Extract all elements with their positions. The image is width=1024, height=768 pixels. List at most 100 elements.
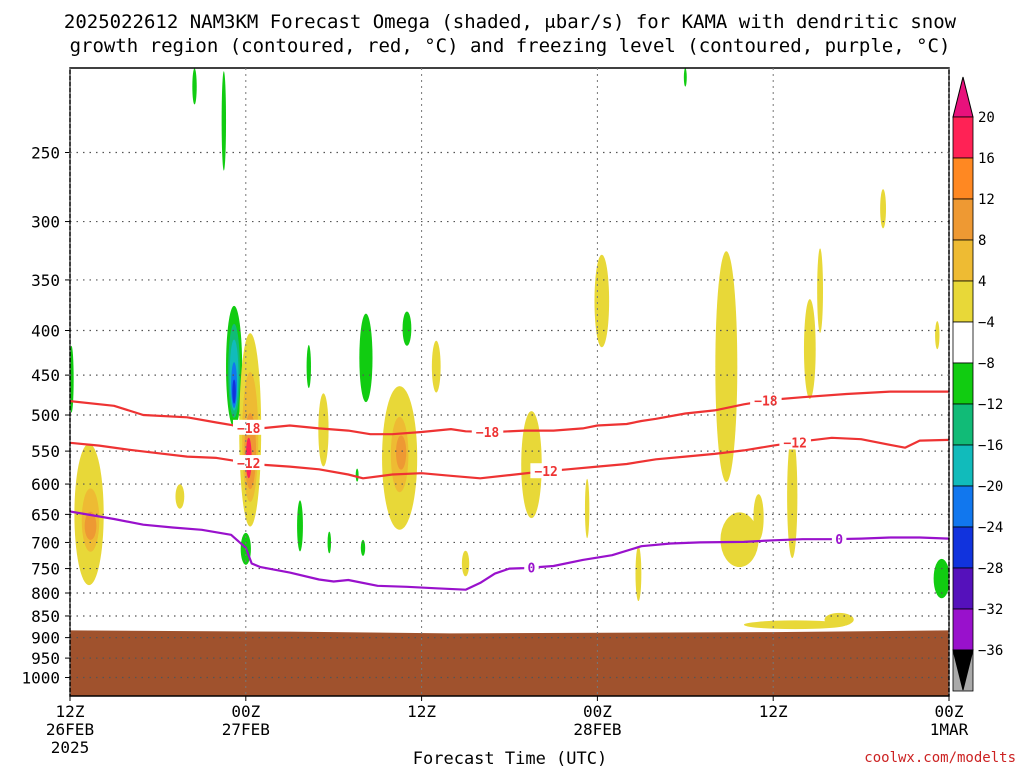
colorbar-label: 8	[978, 233, 986, 249]
contour-label: 0	[835, 533, 843, 548]
omega-shaded-area	[743, 620, 847, 630]
contour-label-bg	[831, 531, 847, 547]
omega-shaded-area	[817, 248, 824, 333]
chart-title-line-2: growth region (contoured, red, °C) and f…	[70, 35, 951, 57]
colorbar-swatch	[952, 485, 974, 528]
contour-line	[70, 390, 949, 436]
colorbar-label: −24	[978, 520, 1003, 536]
contour-line	[70, 510, 949, 591]
colorbar-swatch	[952, 526, 974, 569]
pressure-tick-label: 350	[31, 271, 60, 290]
pressure-tick-label: 850	[31, 607, 60, 626]
time-tick-label: 00Z	[935, 702, 964, 721]
omega-shaded-area	[318, 393, 329, 467]
pressure-tick-label: 400	[31, 322, 60, 341]
omega-shaded-area	[355, 468, 359, 482]
colorbar-label: 20	[978, 110, 995, 126]
omega-shaded-area	[461, 550, 470, 577]
omega-shaded-area	[715, 251, 738, 482]
colorbar-top-arrow	[952, 76, 974, 118]
colorbar-swatch	[952, 444, 974, 487]
time-tick-label: 00Z	[231, 702, 260, 721]
omega-shaded-area	[594, 254, 610, 348]
site-credit: coolwx.com/modelts	[864, 750, 1016, 766]
colorbar-label: 16	[978, 151, 995, 167]
omega-shaded-area	[720, 512, 759, 568]
colorbar-label: −16	[978, 438, 1003, 454]
pressure-tick-label: 450	[31, 366, 60, 385]
contour-label-bg	[232, 455, 265, 471]
omega-shaded-area	[221, 71, 227, 171]
plot-frame	[69, 67, 950, 697]
pressure-tick-label: 700	[31, 533, 60, 552]
time-tick-label: 26FEB	[46, 720, 94, 739]
contour-label-bg	[232, 419, 265, 435]
pressure-tick-label: 250	[31, 144, 60, 163]
omega-shaded-area	[232, 379, 236, 404]
pressure-tick-label: 500	[31, 406, 60, 425]
time-tick-label: 27FEB	[222, 720, 270, 739]
omega-shaded-area	[192, 68, 197, 105]
time-tick-label: 12Z	[759, 702, 788, 721]
omega-shaded-area	[360, 539, 366, 556]
omega-shaded-area	[395, 435, 407, 470]
contour-label-bg	[471, 423, 504, 439]
omega-shaded-area	[84, 511, 97, 540]
contour-label: −12	[237, 457, 260, 472]
contour-label: −18	[476, 426, 500, 441]
time-tick-label: 12Z	[56, 702, 85, 721]
colorbar-label: −32	[978, 602, 1003, 618]
colorbar-label: −20	[978, 479, 1003, 495]
colorbar-label: −36	[978, 643, 1003, 659]
omega-shaded-area	[635, 546, 642, 602]
colorbar-swatch	[952, 280, 974, 323]
colorbar-label: 4	[978, 274, 986, 290]
colorbar-swatch	[952, 608, 974, 651]
colorbar-swatch	[952, 403, 974, 446]
time-tick-label: 1MAR	[930, 720, 969, 739]
contour-label: −12	[534, 465, 557, 480]
ground-layer	[70, 630, 949, 696]
chart-title-line-1: 2025022612 NAM3KM Forecast Omega (shaded…	[64, 11, 957, 33]
contour-label-bg	[530, 463, 562, 479]
colorbar-label: −12	[978, 397, 1003, 413]
pressure-tick-label: 650	[31, 505, 60, 524]
contour-layer: −18 −18 −18 −12 −12 −12 0 0	[70, 390, 949, 591]
pressure-tick-label: 950	[31, 649, 60, 668]
contour-label: 0	[528, 562, 536, 577]
omega-shaded-area	[880, 189, 887, 229]
contour-label-bg	[750, 392, 782, 408]
pressure-tick-label: 300	[31, 213, 60, 232]
contour-line	[70, 436, 949, 480]
omega-shaded-area	[359, 313, 373, 403]
pressure-tick-label: 800	[31, 584, 60, 603]
pressure-tick-label: 750	[31, 560, 60, 579]
omega-colorbar: 20 16 12 8 4 −4 −8 −12 −16 −20 −24 −28 −32 −36	[952, 76, 1003, 692]
omega-shaded-area	[306, 345, 311, 389]
omega-shaded-area	[175, 484, 185, 509]
pressure-axis: 250 300 350 400 450 500 550 600 650 700 750 800 850 9…	[21, 144, 70, 688]
x-axis-label: Forecast Time (UTC)	[413, 749, 607, 768]
omega-shaded-area	[327, 531, 332, 554]
ground-terrain	[70, 630, 949, 696]
contour-label-bg	[779, 434, 811, 450]
omega-shaded-area	[933, 558, 949, 599]
colorbar-label: −8	[978, 356, 995, 372]
pressure-tick-label: 550	[31, 442, 60, 461]
pressure-tick-label: 1000	[21, 669, 60, 688]
omega-shaded-area	[402, 311, 412, 346]
omega-shaded-area	[431, 340, 441, 393]
colorbar-swatch	[952, 567, 974, 610]
contour-label: −12	[783, 436, 806, 451]
omega-shaded-area	[753, 494, 764, 541]
colorbar-label: 12	[978, 192, 995, 208]
colorbar-swatch	[952, 116, 974, 159]
time-tick-label: 00Z	[583, 702, 612, 721]
colorbar-label: −28	[978, 561, 1003, 577]
colorbar-label: −4	[978, 315, 995, 331]
omega-shaded-area	[683, 68, 687, 87]
pressure-tick-label: 900	[31, 629, 60, 648]
colorbar-swatch	[952, 321, 974, 364]
